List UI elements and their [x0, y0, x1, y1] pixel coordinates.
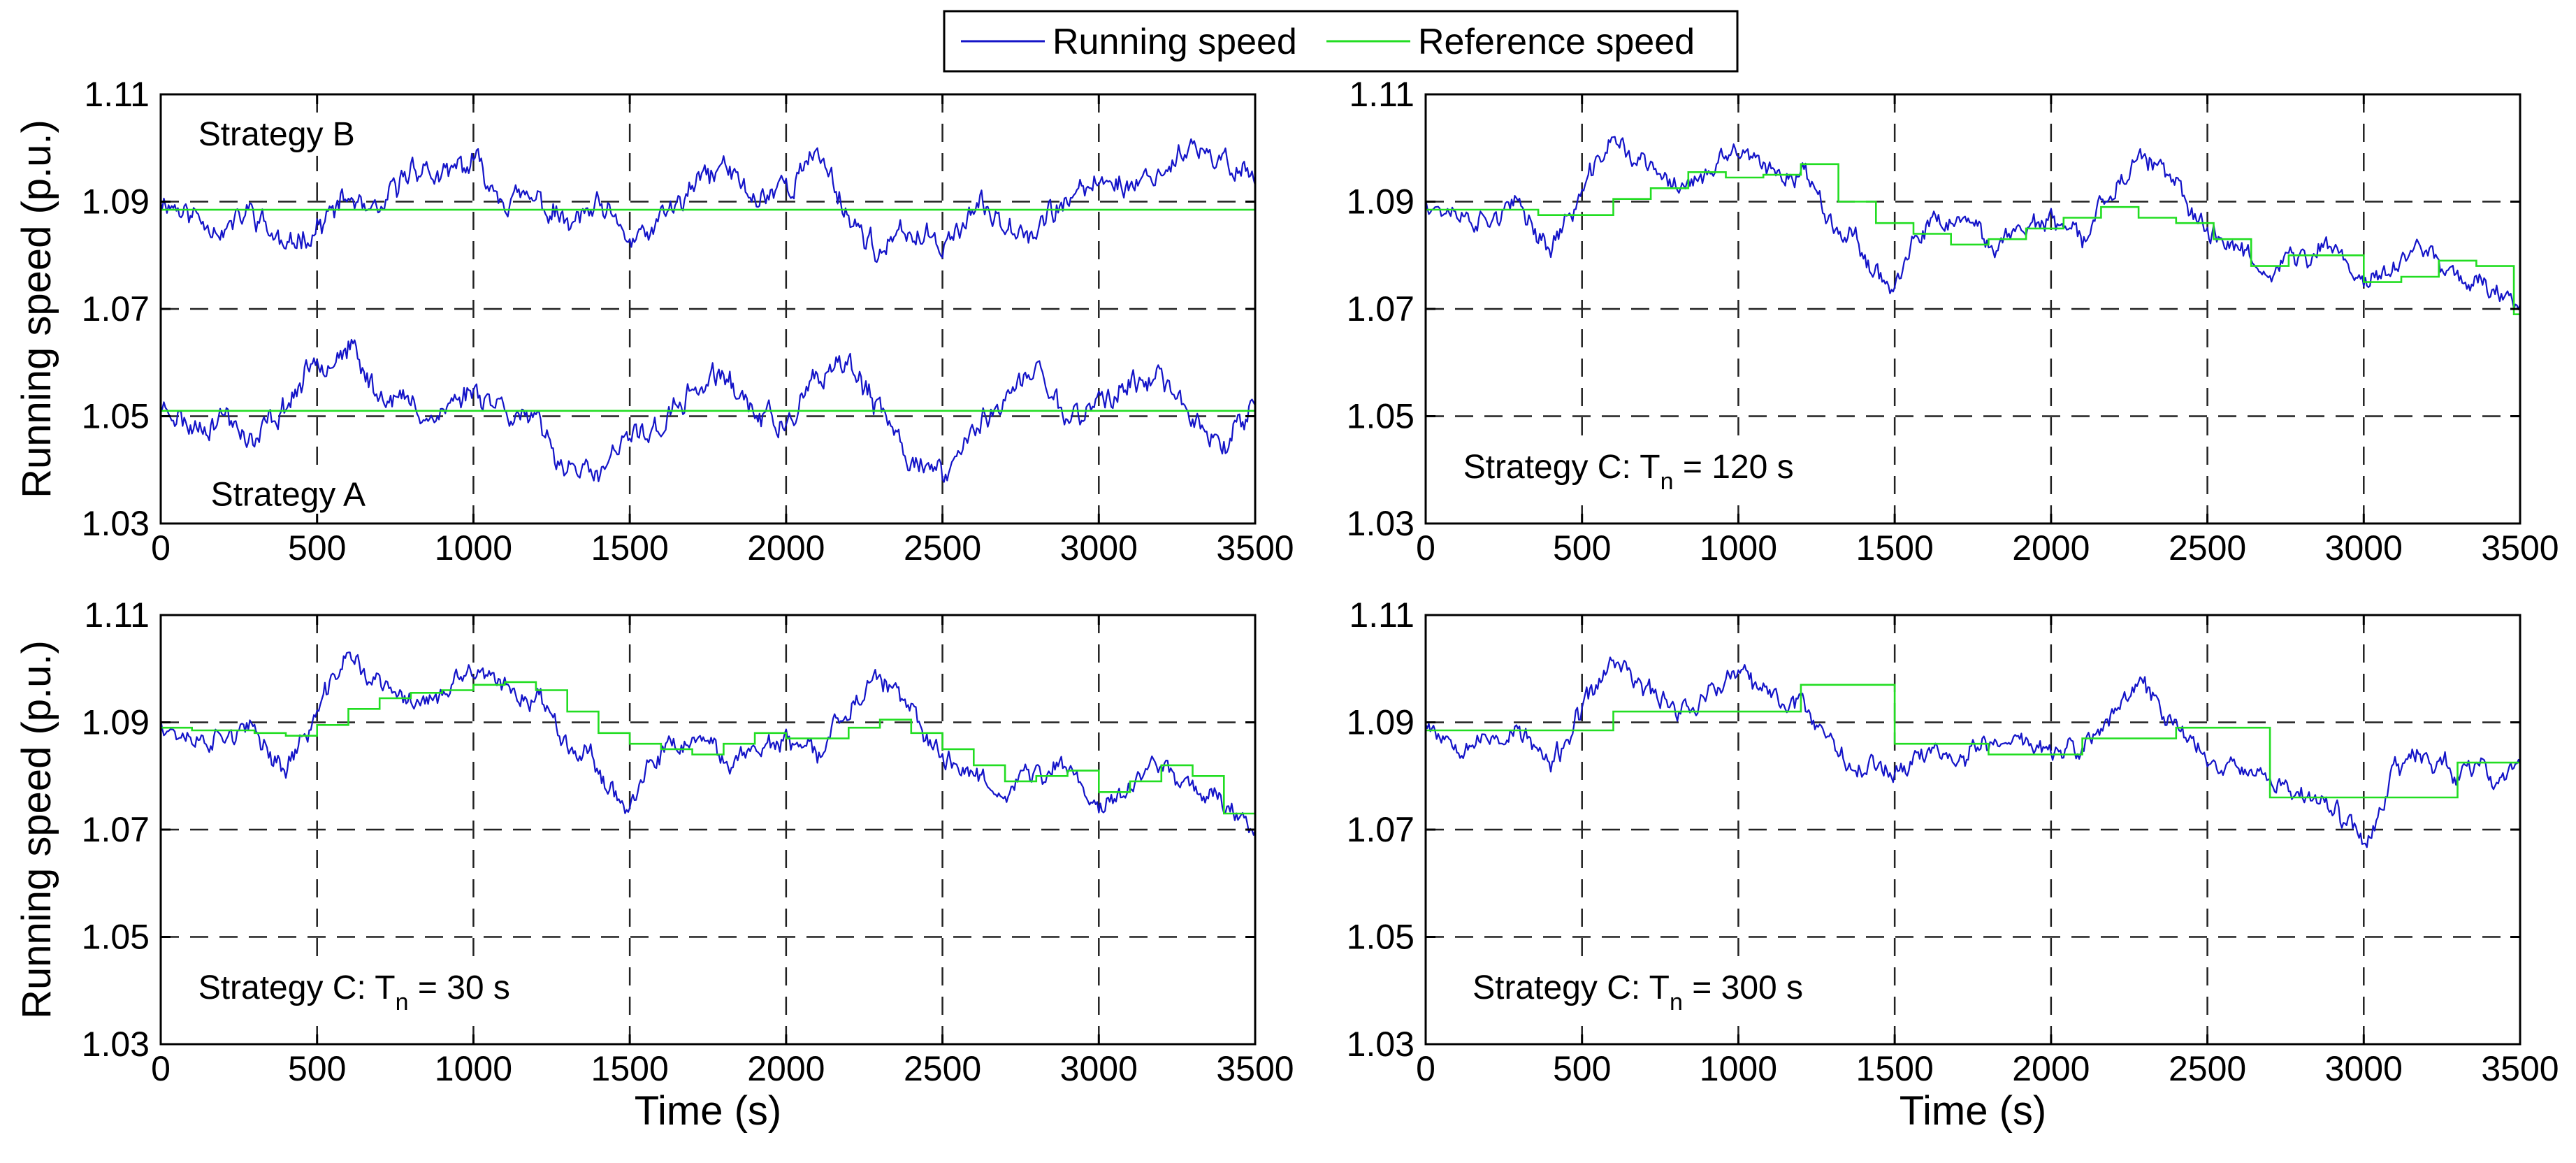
y-tick-label: 1.07 [1347, 810, 1414, 849]
x-tick-label: 1000 [435, 528, 512, 568]
annotation-rest: = 120 s [1674, 449, 1794, 486]
x-tick-label: 1000 [435, 1049, 512, 1088]
x-tick-label: 0 [1416, 528, 1435, 568]
y-tick-label: 1.09 [1347, 182, 1414, 222]
series-running-speed [1426, 656, 2520, 848]
annotation-rest: = 300 s [1683, 969, 1803, 1006]
x-tick-label: 0 [1416, 1049, 1435, 1088]
annotation-background [205, 473, 372, 517]
x-tick-label: 3500 [1216, 528, 1294, 568]
x-tick-label: 0 [151, 528, 171, 568]
annotation-subscript: n [1660, 468, 1674, 495]
annotation-subscript: n [396, 989, 409, 1016]
x-tick-label: 2000 [747, 528, 825, 568]
chart-bottom-left: Strategy C: Tn = 30 s 0 500 1000 1500 2000 250… [14, 595, 1294, 1134]
y-tick-label: 1.09 [1347, 703, 1414, 742]
x-tick-label: 1500 [591, 528, 669, 568]
annotation-main: Strategy A [211, 477, 366, 514]
x-tick-label: 1500 [1856, 528, 1934, 568]
annotation-main: Strategy C: T [1463, 449, 1660, 486]
annotation-main: Strategy C: T [198, 969, 396, 1006]
x-tick-label: 2500 [2169, 528, 2246, 568]
x-tick-label: 1500 [1856, 1049, 1934, 1088]
x-tick-label: 500 [1553, 1049, 1611, 1088]
y-tick-label: 1.07 [1347, 289, 1414, 328]
y-tick-label: 1.07 [82, 810, 150, 849]
x-tick-label: 1000 [1700, 1049, 1777, 1088]
y-axis-label: Running speed (p.u.) [14, 640, 59, 1019]
y-tick-label: 1.03 [1347, 504, 1414, 543]
x-tick-label: 1000 [1700, 528, 1777, 568]
y-tick-label: 1.07 [82, 289, 150, 328]
y-tick-label: 1.09 [82, 703, 150, 742]
annotation-background [192, 966, 516, 1018]
chart-bottom-right: Strategy C: Tn = 300 s 0 500 1000 1500 2000 25… [1347, 595, 2559, 1134]
chart-top-right: Strategy C: Tn = 120 s 0 500 1000 1500 2000 25… [1347, 75, 2559, 568]
annotation-rest: = 30 s [409, 969, 510, 1006]
annotation-text: Strategy C: Tn = 120 s [1463, 449, 1794, 495]
annotation-text: Strategy A [211, 477, 366, 514]
x-tick-label: 3500 [2481, 528, 2559, 568]
y-tick-label: 1.03 [82, 504, 150, 543]
x-tick-label: 2500 [904, 1049, 981, 1088]
x-axis-label: Time (s) [1900, 1088, 2046, 1134]
y-tick-label: 1.05 [82, 918, 150, 957]
y-tick-label: 1.05 [1347, 918, 1414, 957]
annotation: Strategy C: Tn = 120 s [1457, 445, 1800, 498]
x-tick-label: 1500 [591, 1049, 669, 1088]
y-tick-label: 1.11 [1349, 75, 1414, 114]
series-running-speed [1426, 136, 2520, 310]
annotation: Strategy C: Tn = 30 s [192, 966, 516, 1018]
y-axis-label: Running speed (p.u.) [14, 120, 59, 498]
y-tick-label: 1.05 [82, 397, 150, 436]
x-axis-label: Time (s) [635, 1088, 781, 1134]
series-reference-speed [1426, 163, 2520, 315]
x-tick-label: 2000 [747, 1049, 825, 1088]
x-tick-label: 2500 [2169, 1049, 2246, 1088]
y-tick-label: 1.05 [1347, 397, 1414, 436]
y-tick-label: 1.11 [84, 595, 150, 635]
annotation-background [192, 113, 361, 156]
x-tick-label: 500 [1553, 528, 1611, 568]
x-tick-label: 2500 [904, 528, 981, 568]
legend-label-running: Running speed [1052, 22, 1297, 62]
annotation-text: Strategy C: Tn = 30 s [198, 969, 510, 1016]
series-reference-speed [1426, 684, 2520, 799]
annotation: Strategy A [205, 473, 372, 517]
series-running-speed [161, 138, 1255, 263]
y-tick-label: 1.03 [82, 1025, 150, 1064]
y-tick-label: 1.03 [1347, 1025, 1414, 1064]
x-tick-label: 3000 [2325, 528, 2403, 568]
x-tick-label: 0 [151, 1049, 171, 1088]
annotation-background [1457, 445, 1800, 498]
x-tick-label: 3000 [2325, 1049, 2403, 1088]
x-tick-label: 3500 [2481, 1049, 2559, 1088]
annotation-main: Strategy B [198, 116, 355, 153]
legend-label-reference: Reference speed [1418, 22, 1695, 62]
annotation: Strategy B [192, 113, 361, 156]
x-tick-label: 3500 [1216, 1049, 1294, 1088]
x-tick-label: 2000 [2012, 528, 2090, 568]
legend: Running speed Reference speed [943, 10, 1739, 73]
y-tick-label: 1.09 [82, 182, 150, 222]
annotation-subscript: n [1670, 989, 1683, 1016]
y-tick-label: 1.11 [1349, 595, 1414, 635]
series-running-speed [161, 338, 1255, 483]
x-tick-label: 3000 [1060, 528, 1138, 568]
annotation-main: Strategy C: T [1472, 969, 1670, 1006]
x-tick-label: 3000 [1060, 1049, 1138, 1088]
chart-top-left: Strategy B Strategy A 0 500 1000 1500 2000 2500… [14, 75, 1294, 568]
annotation-text: Strategy C: Tn = 300 s [1472, 969, 1803, 1016]
x-tick-label: 500 [288, 1049, 346, 1088]
annotation: Strategy C: Tn = 300 s [1467, 966, 1809, 1018]
annotation-background [1467, 966, 1809, 1018]
x-tick-label: 500 [288, 528, 346, 568]
y-tick-label: 1.11 [84, 75, 150, 114]
x-tick-label: 2000 [2012, 1049, 2090, 1088]
annotation-text: Strategy B [198, 116, 355, 153]
series-reference-speed [161, 681, 1255, 830]
